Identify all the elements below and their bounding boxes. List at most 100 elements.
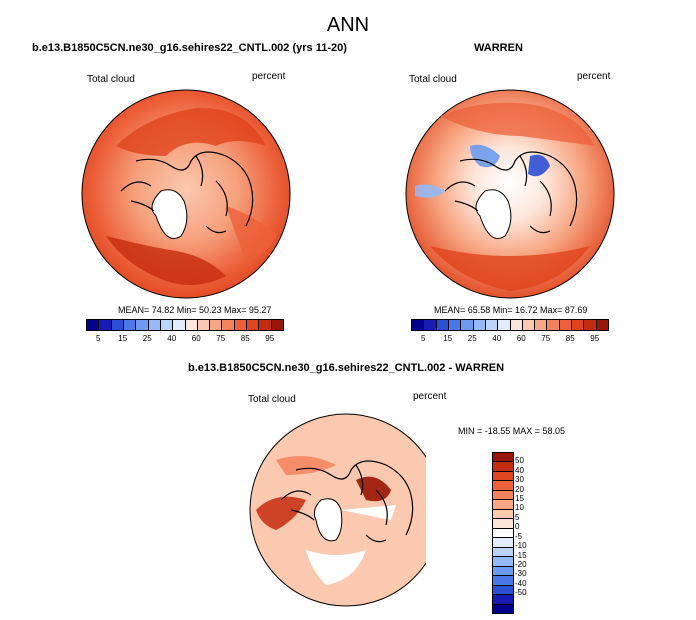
- colorbar-swatch: [596, 320, 608, 330]
- colorbar-swatch: [493, 585, 513, 596]
- colorbar-tick-label: -30: [515, 569, 527, 579]
- left-colorbar: [86, 319, 284, 331]
- colorbar-swatch: [493, 595, 513, 605]
- right-colorbar: [411, 319, 609, 331]
- colorbar-tick-label: 15: [443, 334, 453, 343]
- colorbar-swatch: [222, 320, 235, 330]
- colorbar-tick-label: 75: [541, 334, 551, 343]
- left-units-label: percent: [252, 71, 286, 82]
- colorbar-tick-label: -50: [515, 588, 527, 598]
- colorbar-tick-label: 60: [516, 334, 526, 343]
- coastlines: [120, 155, 228, 234]
- colorbar-tick-label: 60: [191, 334, 201, 343]
- colorbar-tick-label: 5: [421, 334, 426, 343]
- colorbar-swatch: [522, 320, 536, 330]
- colorbar-tick-label: 5: [96, 334, 101, 343]
- colorbar-swatch: [111, 320, 124, 330]
- diff-field-label: Total cloud: [248, 394, 296, 405]
- colorbar-tick-label: 75: [216, 334, 226, 343]
- colorbar-tick-label: -5: [515, 531, 523, 541]
- colorbar-tick-label: 20: [515, 484, 524, 494]
- colorbar-tick-label: 85: [565, 334, 575, 343]
- left-field-label: Total cloud: [87, 74, 135, 85]
- colorbar-swatch: [493, 481, 513, 491]
- colorbar-swatch: [572, 320, 585, 330]
- colorbar-swatch: [493, 471, 513, 482]
- page-title: ANN: [326, 14, 370, 36]
- colorbar-swatch: [234, 320, 248, 330]
- diff-units-label: percent: [413, 391, 447, 402]
- colorbar-swatch: [535, 320, 548, 330]
- colorbar-swatch: [493, 462, 513, 472]
- colorbar-swatch: [160, 320, 174, 330]
- right-case-title: WARREN: [474, 42, 523, 54]
- colorbar-swatch: [473, 320, 486, 330]
- colorbar-tick-label: 40: [492, 334, 502, 343]
- colorbar-swatch: [493, 538, 513, 548]
- colorbar-swatch: [493, 519, 513, 529]
- colorbar-swatch: [493, 576, 513, 586]
- colorbar-tick-label: 0: [515, 522, 520, 532]
- colorbar-swatch: [173, 320, 186, 330]
- colorbar-swatch: [424, 320, 437, 330]
- colorbar-swatch: [493, 557, 513, 567]
- colorbar-swatch: [148, 320, 161, 330]
- diff-colorbar: [492, 452, 514, 614]
- colorbar-tick-label: 25: [467, 334, 477, 343]
- colorbar-tick-label: 40: [515, 465, 524, 475]
- greenland-outline: [475, 189, 512, 239]
- colorbar-tick-label: 30: [515, 475, 524, 485]
- colorbar-tick-label: 25: [142, 334, 152, 343]
- colorbar-tick-label: 40: [167, 334, 177, 343]
- colorbar-swatch: [210, 320, 223, 330]
- colorbar-swatch: [136, 320, 149, 330]
- colorbar-swatch: [493, 500, 513, 510]
- colorbar-swatch: [99, 320, 112, 330]
- diff-colorbar-ticks: 50 40 30 20 15 10 5 0 -5 -10 -15 -20 -30 -40 -50: [515, 452, 545, 612]
- colorbar-swatch: [547, 320, 560, 330]
- colorbar-swatch: [493, 566, 513, 577]
- colorbar-tick-label: 5: [515, 512, 520, 522]
- colorbar-tick-label: 10: [515, 503, 524, 513]
- diff-case-title: b.e13.B1850C5CN.ne30_g16.sehires22_CNTL.…: [188, 362, 505, 374]
- colorbar-swatch: [185, 320, 198, 330]
- colorbar-swatch: [197, 320, 211, 330]
- greenland-outline: [151, 189, 188, 239]
- colorbar-swatch: [493, 547, 513, 558]
- coastlines: [280, 464, 388, 543]
- diff-stats: MIN = -18.55 MAX = 58.05: [458, 426, 566, 436]
- colorbar-swatch: [559, 320, 573, 330]
- colorbar-swatch: [493, 490, 513, 501]
- colorbar-tick-label: 95: [590, 334, 600, 343]
- greenland-outline: [313, 498, 343, 542]
- coastlines: [444, 155, 552, 234]
- colorbar-swatch: [493, 528, 513, 539]
- map-disk: [405, 89, 615, 299]
- colorbar-tick-label: 15: [515, 494, 524, 504]
- right-stats: MEAN= 65.58 Min= 16.72 Max= 87.69: [434, 305, 588, 315]
- colorbar-swatch: [259, 320, 272, 330]
- colorbar-swatch: [493, 453, 513, 463]
- colorbar-swatch: [498, 320, 511, 330]
- colorbar-swatch: [87, 320, 100, 330]
- colorbar-tick-label: 50: [515, 456, 524, 466]
- left-polar-map: [81, 89, 291, 299]
- left-stats: MEAN= 74.82 Min= 50.23 Max= 95.27: [118, 305, 272, 315]
- colorbar-swatch: [584, 320, 597, 330]
- colorbar-tick-label: 95: [265, 334, 275, 343]
- colorbar-swatch: [271, 320, 283, 330]
- right-polar-map: [405, 89, 615, 299]
- colorbar-tick-label: 15: [118, 334, 128, 343]
- diff-polar-map: [249, 413, 426, 607]
- colorbar-tick-label: 85: [240, 334, 250, 343]
- colorbar-swatch: [448, 320, 462, 330]
- colorbar-tick-label: -20: [515, 559, 527, 569]
- right-colorbar-ticks: 5 15 25 40 60 75 85 95: [411, 334, 607, 346]
- colorbar-tick-label: -10: [515, 541, 527, 551]
- colorbar-tick-label: -40: [515, 578, 527, 588]
- colorbar-swatch: [461, 320, 474, 330]
- colorbar-swatch: [485, 320, 499, 330]
- colorbar-swatch: [412, 320, 425, 330]
- right-field-label: Total cloud: [409, 74, 457, 85]
- colorbar-swatch: [436, 320, 449, 330]
